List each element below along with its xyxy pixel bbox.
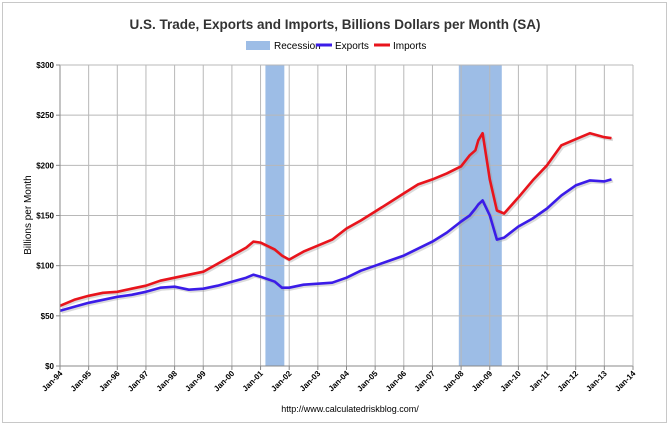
x-tick-label-18: Jan-12 — [556, 369, 581, 394]
x-tick-label-1: Jan-95 — [69, 369, 94, 394]
y-tick-label-5: $250 — [36, 111, 54, 120]
x-tick-label-4: Jan-98 — [155, 369, 180, 394]
x-tick-label-20: Jan-14 — [613, 369, 638, 394]
y-tick-label-0: $0 — [45, 362, 54, 371]
x-tick-label-7: Jan-01 — [241, 369, 266, 394]
y-tick-labels: $0 $50 $100 $150 $200 $250 $300 — [36, 61, 60, 371]
legend: Recession Exports Imports — [246, 41, 426, 52]
chart-frame: U.S. Trade, Exports and Imports, Billion… — [2, 2, 667, 423]
x-tick-label-17: Jan-11 — [527, 369, 551, 393]
x-tick-label-3: Jan-97 — [126, 369, 151, 394]
x-tick-label-15: Jan-09 — [470, 369, 495, 394]
x-tick-label-19: Jan-13 — [584, 369, 609, 394]
gridlines — [60, 64, 634, 366]
imports-line-shadow — [60, 133, 614, 309]
exports-line-shadow — [61, 179, 614, 314]
x-tick-labels: Jan-94 Jan-95 Jan-96 Jan-97 Jan-98 Jan-99 Jan-… — [40, 366, 638, 393]
y-tick-label-2: $100 — [36, 262, 54, 271]
x-tick-label-5: Jan-99 — [183, 369, 208, 394]
series-layer — [59, 131, 614, 314]
x-tick-label-10: Jan-04 — [327, 369, 352, 394]
chart-svg: U.S. Trade, Exports and Imports, Billion… — [23, 17, 638, 414]
x-tick-label-2: Jan-96 — [97, 369, 122, 394]
legend-imports-label: Imports — [393, 41, 426, 52]
legend-exports-label: Exports — [335, 41, 369, 52]
x-tick-label-6: Jan-00 — [212, 369, 237, 394]
y-axis-title: Billions per Month — [23, 175, 34, 254]
y-tick-label-3: $150 — [36, 212, 54, 221]
legend-recession-swatch — [246, 41, 270, 50]
chart-title: U.S. Trade, Exports and Imports, Billion… — [129, 17, 540, 32]
x-tick-label-9: Jan-03 — [298, 369, 323, 394]
y-tick-label-1: $50 — [41, 312, 55, 321]
x-tick-label-11: Jan-05 — [355, 369, 380, 394]
y-tick-label-4: $200 — [36, 161, 54, 170]
x-tick-label-14: Jan-08 — [441, 369, 466, 394]
source-text: http://www.calculatedriskblog.com/ — [281, 404, 419, 414]
x-tick-label-0: Jan-94 — [40, 369, 65, 394]
legend-recession-label: Recession — [274, 41, 321, 52]
y-tick-label-6: $300 — [36, 61, 54, 70]
x-tick-label-16: Jan-10 — [499, 369, 524, 394]
x-tick-label-13: Jan-07 — [413, 369, 438, 394]
x-tick-label-12: Jan-06 — [384, 369, 409, 394]
exports-line — [59, 178, 612, 313]
x-tick-label-8: Jan-02 — [269, 369, 294, 394]
imports-line — [59, 131, 612, 307]
